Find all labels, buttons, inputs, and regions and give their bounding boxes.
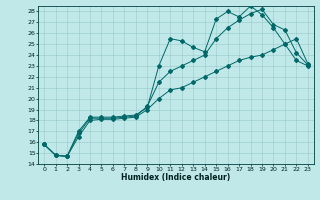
X-axis label: Humidex (Indice chaleur): Humidex (Indice chaleur) <box>121 173 231 182</box>
